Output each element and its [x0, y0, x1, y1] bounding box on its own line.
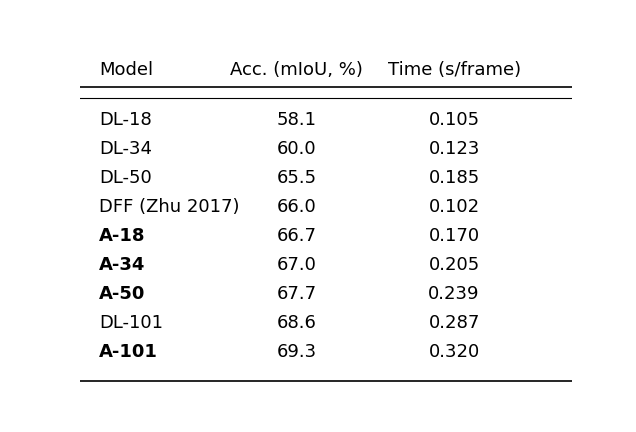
Text: Time (s/frame): Time (s/frame) — [387, 61, 521, 79]
Text: 66.7: 66.7 — [277, 227, 316, 245]
Text: 0.287: 0.287 — [429, 314, 480, 332]
Text: A-18: A-18 — [99, 227, 146, 245]
Text: 67.0: 67.0 — [277, 256, 316, 274]
Text: 68.6: 68.6 — [277, 314, 316, 332]
Text: 65.5: 65.5 — [276, 169, 317, 187]
Text: DL-50: DL-50 — [99, 169, 152, 187]
Text: 67.7: 67.7 — [276, 285, 317, 303]
Text: 0.102: 0.102 — [429, 198, 480, 216]
Text: 69.3: 69.3 — [276, 343, 317, 361]
Text: Acc. (mIoU, %): Acc. (mIoU, %) — [230, 61, 363, 79]
Text: Model: Model — [99, 61, 153, 79]
Text: 60.0: 60.0 — [277, 140, 316, 158]
Text: DL-101: DL-101 — [99, 314, 163, 332]
Text: 66.0: 66.0 — [277, 198, 316, 216]
Text: 0.205: 0.205 — [429, 256, 480, 274]
Text: DFF (Zhu 2017): DFF (Zhu 2017) — [99, 198, 240, 216]
Text: A-101: A-101 — [99, 343, 158, 361]
Text: A-34: A-34 — [99, 256, 146, 274]
Text: DL-18: DL-18 — [99, 111, 152, 129]
Text: 0.123: 0.123 — [429, 140, 480, 158]
Text: 0.239: 0.239 — [429, 285, 480, 303]
Text: A-50: A-50 — [99, 285, 146, 303]
Text: 0.105: 0.105 — [429, 111, 480, 129]
Text: 0.170: 0.170 — [429, 227, 480, 245]
Text: 0.185: 0.185 — [429, 169, 480, 187]
Text: 58.1: 58.1 — [277, 111, 316, 129]
Text: DL-34: DL-34 — [99, 140, 152, 158]
Text: 0.320: 0.320 — [429, 343, 480, 361]
